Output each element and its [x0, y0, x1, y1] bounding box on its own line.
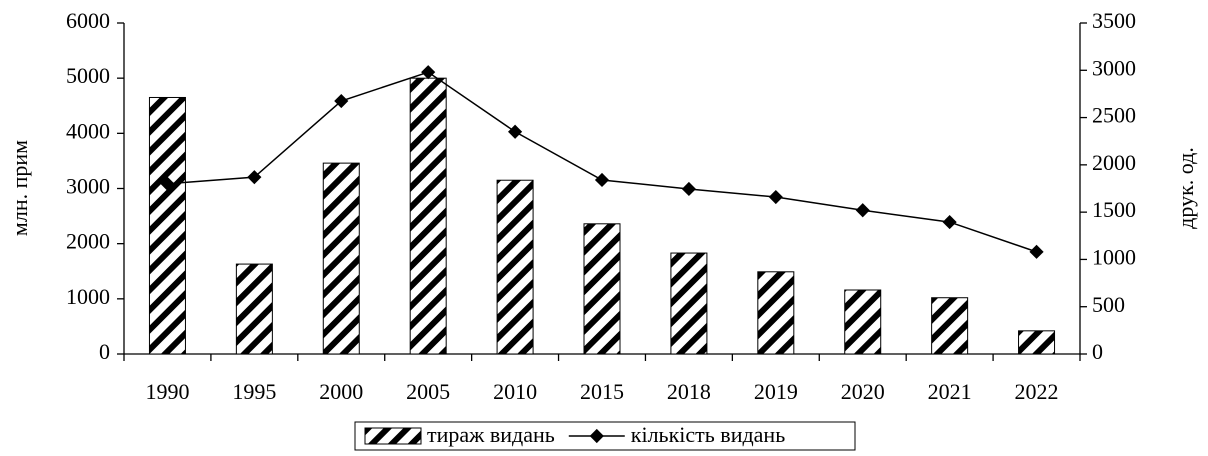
- y-tick-label: 0: [99, 339, 110, 364]
- bar: [931, 297, 969, 355]
- marker: [247, 170, 262, 185]
- y-tick-label: 5000: [66, 63, 110, 88]
- y2-tick-label: 1000: [1092, 244, 1136, 269]
- marker: [594, 172, 610, 188]
- marker: [421, 65, 436, 80]
- x-tick-label: 1995: [232, 379, 276, 404]
- bar: [844, 289, 882, 355]
- marker: [160, 176, 175, 191]
- x-tick-label: 2015: [580, 379, 624, 404]
- x-tick-label: 2018: [667, 379, 711, 404]
- legend-swatch: [364, 427, 422, 445]
- bar: [235, 263, 273, 355]
- x-tick-label: 2019: [754, 379, 798, 404]
- y2-tick-label: 2000: [1092, 150, 1136, 175]
- y2-tick-label: 3000: [1092, 55, 1136, 80]
- legend-label: тираж видань: [427, 422, 555, 447]
- x-tick-label: 2020: [841, 379, 885, 404]
- y-tick-label: 4000: [66, 118, 110, 143]
- y2-axis-title: друк. од.: [1173, 147, 1198, 229]
- legend-marker: [589, 428, 604, 444]
- x-tick-label: 2021: [928, 379, 972, 404]
- bar: [148, 96, 186, 355]
- x-tick-label: 1990: [145, 379, 189, 404]
- legend-label: кількість видань: [631, 422, 785, 447]
- y2-tick-label: 1500: [1092, 197, 1136, 222]
- bar: [1018, 330, 1056, 355]
- marker: [508, 124, 523, 139]
- marker: [942, 215, 957, 230]
- y-axis-title: млн. прим: [7, 140, 32, 236]
- y2-tick-label: 2500: [1092, 103, 1136, 128]
- marker: [1029, 244, 1044, 259]
- y-tick-label: 1000: [66, 284, 110, 309]
- bar: [409, 77, 447, 355]
- x-tick-label: 2010: [493, 379, 537, 404]
- marker: [768, 189, 783, 205]
- marker: [855, 203, 870, 218]
- marker: [681, 181, 696, 197]
- y-tick-label: 3000: [66, 174, 110, 199]
- y-tick-label: 6000: [66, 8, 110, 33]
- bar: [670, 252, 708, 355]
- y2-tick-label: 3500: [1092, 8, 1136, 33]
- marker: [334, 93, 349, 109]
- y-tick-label: 2000: [66, 229, 110, 254]
- bar: [322, 162, 360, 355]
- x-tick-label: 2000: [319, 379, 363, 404]
- y2-tick-label: 500: [1092, 292, 1125, 317]
- x-tick-label: 2005: [406, 379, 450, 404]
- bar: [496, 179, 534, 355]
- bar: [583, 223, 621, 355]
- bar: [757, 271, 795, 355]
- y2-tick-label: 0: [1092, 339, 1103, 364]
- x-tick-label: 2022: [1015, 379, 1059, 404]
